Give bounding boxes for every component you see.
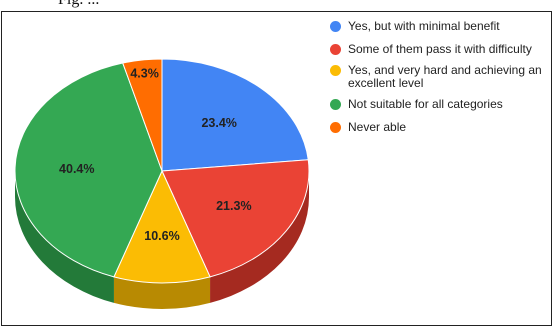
legend-label-5: Never able — [348, 120, 407, 134]
legend-swatch-3 — [330, 65, 341, 76]
slice-label-3: 10.6% — [144, 229, 179, 243]
legend-label-3: Yes, and very hard and achieving an exce… — [348, 63, 542, 90]
legend-label-4: Not suitable for all categories — [348, 97, 503, 111]
pie-side-3 — [113, 276, 211, 310]
pie-side-2 — [210, 171, 309, 303]
caption-fragment: Fig. ... — [58, 0, 99, 9]
chart-legend: Yes, but with minimal benefit Some of the… — [330, 20, 550, 144]
legend-item-1: Yes, but with minimal benefit — [330, 20, 550, 33]
caption-strip: Fig. ... — [0, 0, 555, 11]
legend-swatch-5 — [330, 122, 341, 133]
legend-item-5: Never able — [330, 121, 550, 134]
slice-label-2: 21.3% — [216, 199, 251, 213]
pie-slice-3 — [113, 169, 211, 284]
legend-swatch-4 — [330, 99, 341, 110]
legend-swatch-1 — [330, 21, 341, 32]
legend-item-4: Not suitable for all categories — [330, 98, 550, 111]
pie-slice-1 — [161, 58, 309, 172]
pie-slice-4 — [14, 62, 163, 278]
slice-label-5: 4.3% — [130, 66, 159, 80]
legend-label-1: Yes, but with minimal benefit — [348, 19, 500, 33]
legend-label-2: Some of them pass it with difficulty — [348, 42, 532, 56]
pie-side-4 — [15, 171, 114, 303]
legend-item-2: Some of them pass it with difficulty — [330, 43, 550, 56]
slice-label-4: 40.4% — [59, 162, 94, 176]
pie-slice-5 — [122, 58, 163, 172]
legend-item-3: Yes, and very hard and achieving an exce… — [330, 64, 550, 90]
legend-swatch-2 — [330, 44, 341, 55]
pie-slice-2 — [161, 159, 310, 278]
slice-label-1: 23.4% — [201, 116, 236, 130]
